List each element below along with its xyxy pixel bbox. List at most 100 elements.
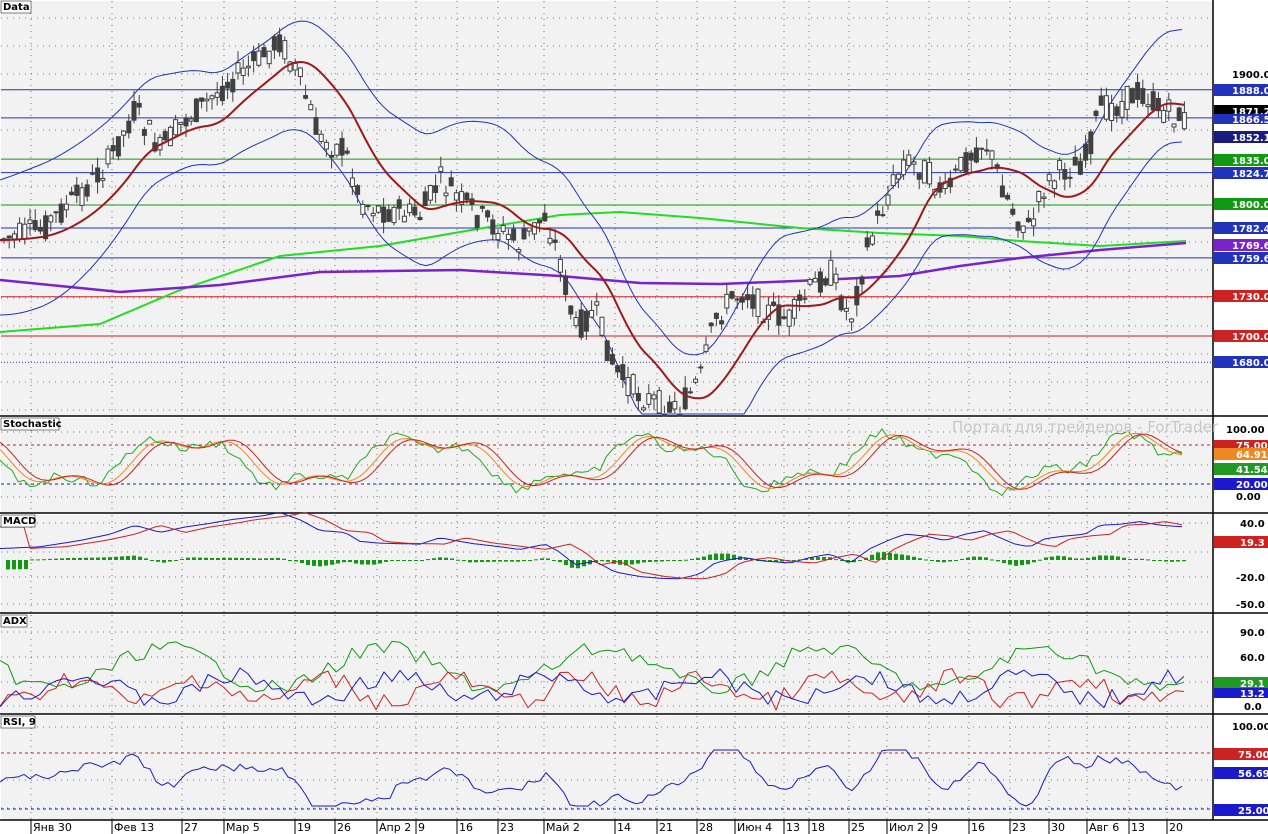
badge-ma-red: 1852.1 — [1232, 133, 1268, 144]
x-axis-label: 30 — [1051, 821, 1065, 834]
macd-histogram-bar — [204, 557, 208, 560]
candle-body — [677, 414, 683, 417]
macd-value: 19.3 — [1240, 538, 1265, 549]
macd-histogram-bar — [432, 558, 436, 560]
macd-histogram-bar — [606, 560, 610, 562]
macd-histogram-bar — [462, 560, 466, 562]
level-1888: 1888.0 — [1232, 86, 1268, 97]
macd-histogram-bar — [702, 556, 706, 560]
candle-body — [1093, 110, 1099, 117]
macd-histogram-bar — [1038, 559, 1042, 561]
candle-body — [84, 184, 90, 197]
macd-histogram-bar — [186, 557, 190, 560]
candle-body — [131, 101, 137, 121]
candle-body — [479, 206, 485, 209]
macd-histogram-bar — [756, 560, 760, 561]
candle-body — [817, 271, 823, 293]
stoch-level-20: 20.00 — [1236, 480, 1268, 491]
candle-body — [141, 129, 147, 136]
candle-body — [1062, 169, 1068, 180]
macd-histogram-bar — [654, 560, 658, 562]
macd-histogram-bar — [246, 558, 250, 560]
candle-body — [708, 322, 714, 327]
macd-histogram-bar — [600, 560, 604, 562]
macd-histogram-bar — [906, 555, 910, 560]
candle-body — [381, 206, 387, 223]
macd-histogram-bar — [144, 558, 148, 560]
panel-title-data: Data — [3, 2, 30, 13]
macd-histogram-bar — [234, 557, 238, 560]
candle-body — [474, 215, 480, 228]
macd-histogram-bar — [240, 557, 244, 560]
macd-histogram-bar — [1044, 557, 1048, 560]
macd-histogram-bar — [1086, 557, 1090, 560]
macd-histogram-bar — [222, 557, 226, 560]
panel-title-adx: ADX — [3, 616, 27, 627]
adx-green — [0, 640, 1185, 694]
macd-histogram-bar — [84, 557, 88, 560]
candle-body — [53, 211, 59, 214]
candle-body — [526, 227, 532, 232]
macd-histogram-bar — [522, 560, 526, 562]
macd-histogram-bar — [1176, 560, 1180, 562]
candle-body — [360, 203, 366, 215]
macd-histogram-bar — [552, 560, 556, 561]
tick-1900: 1900.0 — [1232, 70, 1268, 81]
candle-body — [204, 98, 210, 102]
candle-body — [682, 387, 688, 410]
x-axis-label: Фев 13 — [114, 821, 154, 834]
rsi-level-75: 75.00 — [1238, 750, 1268, 761]
di-value: 13.2 — [1240, 689, 1265, 700]
candle-body — [396, 199, 402, 209]
candle-body — [547, 237, 553, 244]
candle-body — [755, 288, 761, 317]
macd-histogram-bar — [1146, 559, 1150, 561]
candle-body — [724, 293, 730, 309]
ma-red-line — [0, 61, 1185, 400]
candle-body — [297, 67, 303, 77]
x-axis-label: 18 — [811, 821, 825, 834]
macd-histogram-bar — [510, 560, 514, 562]
candle-body — [890, 174, 896, 186]
candle-body — [365, 205, 371, 208]
x-axis-label: Авг 6 — [1089, 821, 1119, 834]
macd-histogram-bar — [180, 558, 184, 560]
macd-histogram-bar — [1122, 557, 1126, 560]
candle-body — [1114, 106, 1120, 116]
macd-histogram-bar — [930, 560, 934, 562]
candle-body — [521, 228, 527, 240]
macd-histogram-bar — [972, 556, 976, 560]
macd-lines — [0, 512, 1186, 580]
candle-body — [973, 147, 979, 163]
macd-histogram-bar — [1008, 560, 1012, 565]
macd-histogram-bar — [780, 560, 784, 562]
macd-histogram-bar — [156, 560, 160, 562]
macd-histogram-bar — [870, 554, 874, 560]
macd-histogram-bar — [744, 557, 748, 560]
candle-body — [464, 192, 470, 201]
macd-histogram-bar — [330, 560, 334, 565]
macd-histogram-bar — [96, 557, 100, 560]
macd-histogram-bar — [336, 560, 340, 564]
macd-histogram-bar — [468, 560, 472, 563]
candle-body — [22, 223, 28, 240]
macd-histogram-bar — [1032, 560, 1036, 563]
candle-body — [703, 344, 709, 353]
macd-histogram-bar — [636, 560, 640, 564]
macd-histogram-bar — [732, 554, 736, 560]
candle-body — [183, 117, 189, 127]
candle-body — [74, 184, 80, 196]
candle-body — [516, 249, 522, 253]
candle-body — [1051, 180, 1057, 190]
macd-histogram-bar — [366, 560, 370, 565]
candle-body — [989, 150, 995, 160]
macd-histogram-bar — [342, 560, 346, 563]
candle-body — [812, 277, 818, 283]
candle-body — [828, 259, 834, 286]
macd-histogram-bar — [1002, 560, 1006, 564]
macd-histogram-bar — [918, 558, 922, 560]
macd-histogram-bar — [1080, 558, 1084, 560]
macd-histogram-bar — [528, 560, 532, 561]
candle-body — [6, 235, 12, 239]
x-axis-label: Янв 30 — [33, 821, 72, 834]
